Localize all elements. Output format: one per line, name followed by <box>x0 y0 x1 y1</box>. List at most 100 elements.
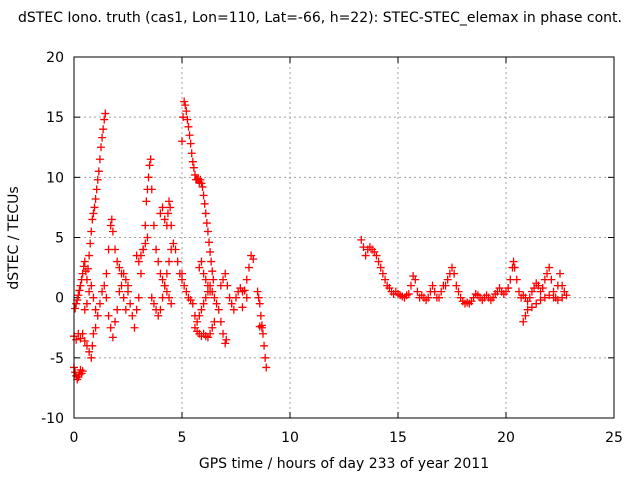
data-point <box>543 269 552 278</box>
data-point <box>193 317 202 326</box>
y-tick-label: 15 <box>46 110 64 126</box>
data-point <box>73 296 82 305</box>
data-point <box>523 305 532 314</box>
data-point <box>89 209 98 218</box>
data-point <box>78 367 87 376</box>
data-point <box>121 305 130 314</box>
data-point <box>424 293 433 302</box>
data-point <box>196 175 205 184</box>
data-point <box>184 122 193 131</box>
data-point <box>156 305 165 314</box>
data-point <box>208 323 217 332</box>
data-point <box>111 317 120 326</box>
grid-layer <box>74 57 614 418</box>
data-point <box>227 299 236 308</box>
data-point <box>165 197 174 206</box>
data-point <box>443 275 452 284</box>
data-point <box>242 275 251 284</box>
data-point <box>222 335 231 344</box>
data-point <box>240 286 249 295</box>
data-point <box>139 245 148 254</box>
data-point <box>201 293 210 302</box>
data-point <box>562 291 571 300</box>
data-point <box>259 329 267 338</box>
data-point <box>90 203 99 212</box>
x-tick-label: 25 <box>605 430 623 446</box>
plot-border <box>73 56 615 419</box>
data-point <box>152 245 161 254</box>
data-point <box>87 281 96 290</box>
data-point <box>119 293 128 302</box>
data-point <box>171 245 180 254</box>
data-point <box>452 281 461 290</box>
data-point <box>558 281 567 290</box>
data-point <box>74 291 83 300</box>
data-point <box>106 221 115 230</box>
data-point <box>435 293 444 302</box>
data-point <box>209 275 218 284</box>
data-point <box>182 287 191 296</box>
data-point <box>249 255 258 264</box>
data-point <box>260 341 269 350</box>
data-point <box>106 323 115 332</box>
points-layer <box>70 97 571 384</box>
x-tick-label: 10 <box>281 430 299 446</box>
data-point <box>545 291 554 300</box>
series-1 <box>70 97 271 384</box>
data-point <box>95 155 104 164</box>
data-point <box>146 155 155 164</box>
data-point <box>187 149 196 158</box>
data-point <box>219 329 228 338</box>
data-point <box>195 263 204 272</box>
data-point <box>136 269 145 278</box>
data-point <box>91 305 100 314</box>
data-point <box>104 311 113 320</box>
data-point <box>82 275 91 284</box>
data-point <box>101 109 110 118</box>
data-point <box>92 185 101 194</box>
x-tick-label: 15 <box>389 430 407 446</box>
data-point <box>206 287 215 296</box>
data-point <box>378 269 387 278</box>
data-point <box>167 221 176 230</box>
data-point <box>376 263 385 272</box>
data-point <box>238 303 247 312</box>
data-point <box>80 305 89 314</box>
data-point <box>525 293 534 302</box>
data-point <box>147 185 156 194</box>
data-point <box>99 125 108 134</box>
data-point <box>199 191 208 200</box>
data-point <box>79 262 88 271</box>
data-point <box>87 227 96 236</box>
data-point <box>357 235 366 244</box>
data-point <box>167 299 176 308</box>
data-point <box>188 299 197 308</box>
data-point <box>256 311 265 320</box>
data-point <box>126 299 135 308</box>
data-point <box>202 219 211 228</box>
data-point <box>165 257 174 266</box>
data-point <box>113 305 122 314</box>
data-point <box>134 257 143 266</box>
y-tick-label: 5 <box>55 231 64 247</box>
data-point <box>80 257 89 266</box>
data-point <box>188 157 197 166</box>
data-point <box>76 334 85 343</box>
data-point <box>180 281 189 290</box>
x-tick-label: 0 <box>70 430 79 446</box>
data-point <box>255 299 264 308</box>
data-point <box>197 257 206 266</box>
data-point <box>534 281 543 290</box>
data-point <box>223 281 232 290</box>
y-tick-label: 10 <box>46 170 64 186</box>
data-point <box>540 293 549 302</box>
data-point <box>160 215 169 224</box>
data-point <box>200 199 209 208</box>
data-point <box>203 281 212 290</box>
data-point <box>219 275 228 284</box>
data-point <box>154 311 163 320</box>
data-point <box>229 305 238 314</box>
data-point <box>121 275 130 284</box>
data-point <box>85 287 94 296</box>
data-point <box>221 339 230 348</box>
